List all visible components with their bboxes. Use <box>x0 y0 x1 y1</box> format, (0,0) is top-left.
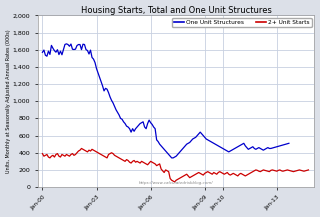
One Unit Structures <box>234 146 238 149</box>
One Unit Structures <box>287 142 291 145</box>
Legend: One Unit Structures, 2+ Unit Starts: One Unit Structures, 2+ Unit Starts <box>172 18 312 27</box>
2+ Unit Starts <box>259 170 262 173</box>
Text: https://www.calculatedriskblog.com/: https://www.calculatedriskblog.com/ <box>139 181 213 185</box>
Y-axis label: Units, Monthly at Seasonally Adjusted Annual Rates (000s): Units, Monthly at Seasonally Adjusted An… <box>5 30 11 173</box>
One Unit Structures <box>132 130 136 133</box>
2+ Unit Starts <box>307 169 310 171</box>
2+ Unit Starts <box>224 172 228 175</box>
One Unit Structures <box>210 141 214 144</box>
2+ Unit Starts <box>173 181 177 183</box>
2+ Unit Starts <box>293 170 297 173</box>
One Unit Structures <box>70 48 74 51</box>
2+ Unit Starts <box>135 160 139 163</box>
Line: 2+ Unit Starts: 2+ Unit Starts <box>43 148 308 182</box>
One Unit Structures <box>66 43 70 46</box>
One Unit Structures <box>48 53 52 56</box>
Line: One Unit Structures: One Unit Structures <box>43 44 289 158</box>
Title: Housing Starts, Total and One Unit Structures: Housing Starts, Total and One Unit Struc… <box>81 6 272 15</box>
2+ Unit Starts <box>80 147 84 150</box>
2+ Unit Starts <box>41 152 44 155</box>
One Unit Structures <box>65 43 68 45</box>
2+ Unit Starts <box>174 179 178 182</box>
2+ Unit Starts <box>85 151 89 153</box>
One Unit Structures <box>170 157 173 159</box>
One Unit Structures <box>41 51 44 54</box>
